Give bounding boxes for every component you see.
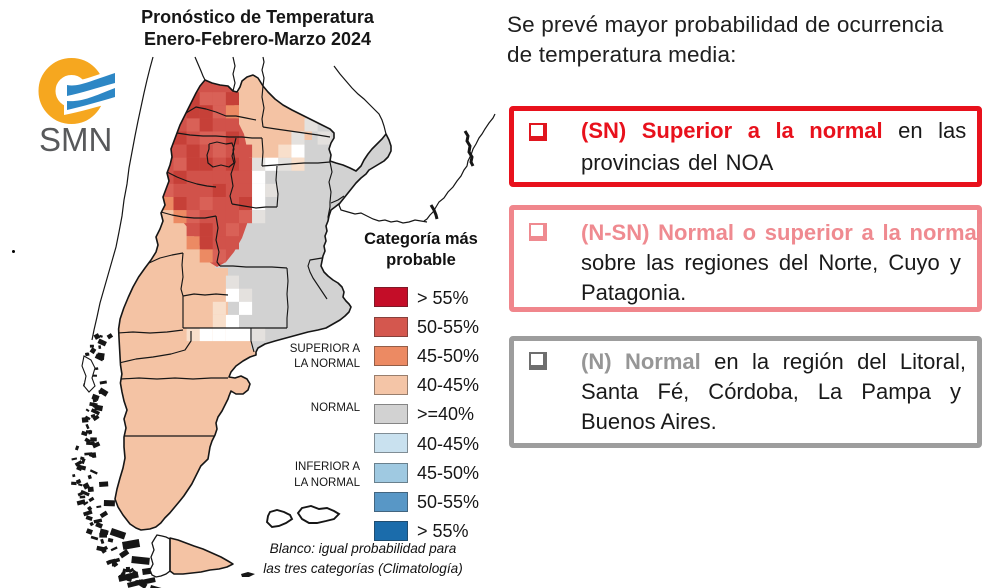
svg-text:SMN: SMN <box>39 121 112 158</box>
